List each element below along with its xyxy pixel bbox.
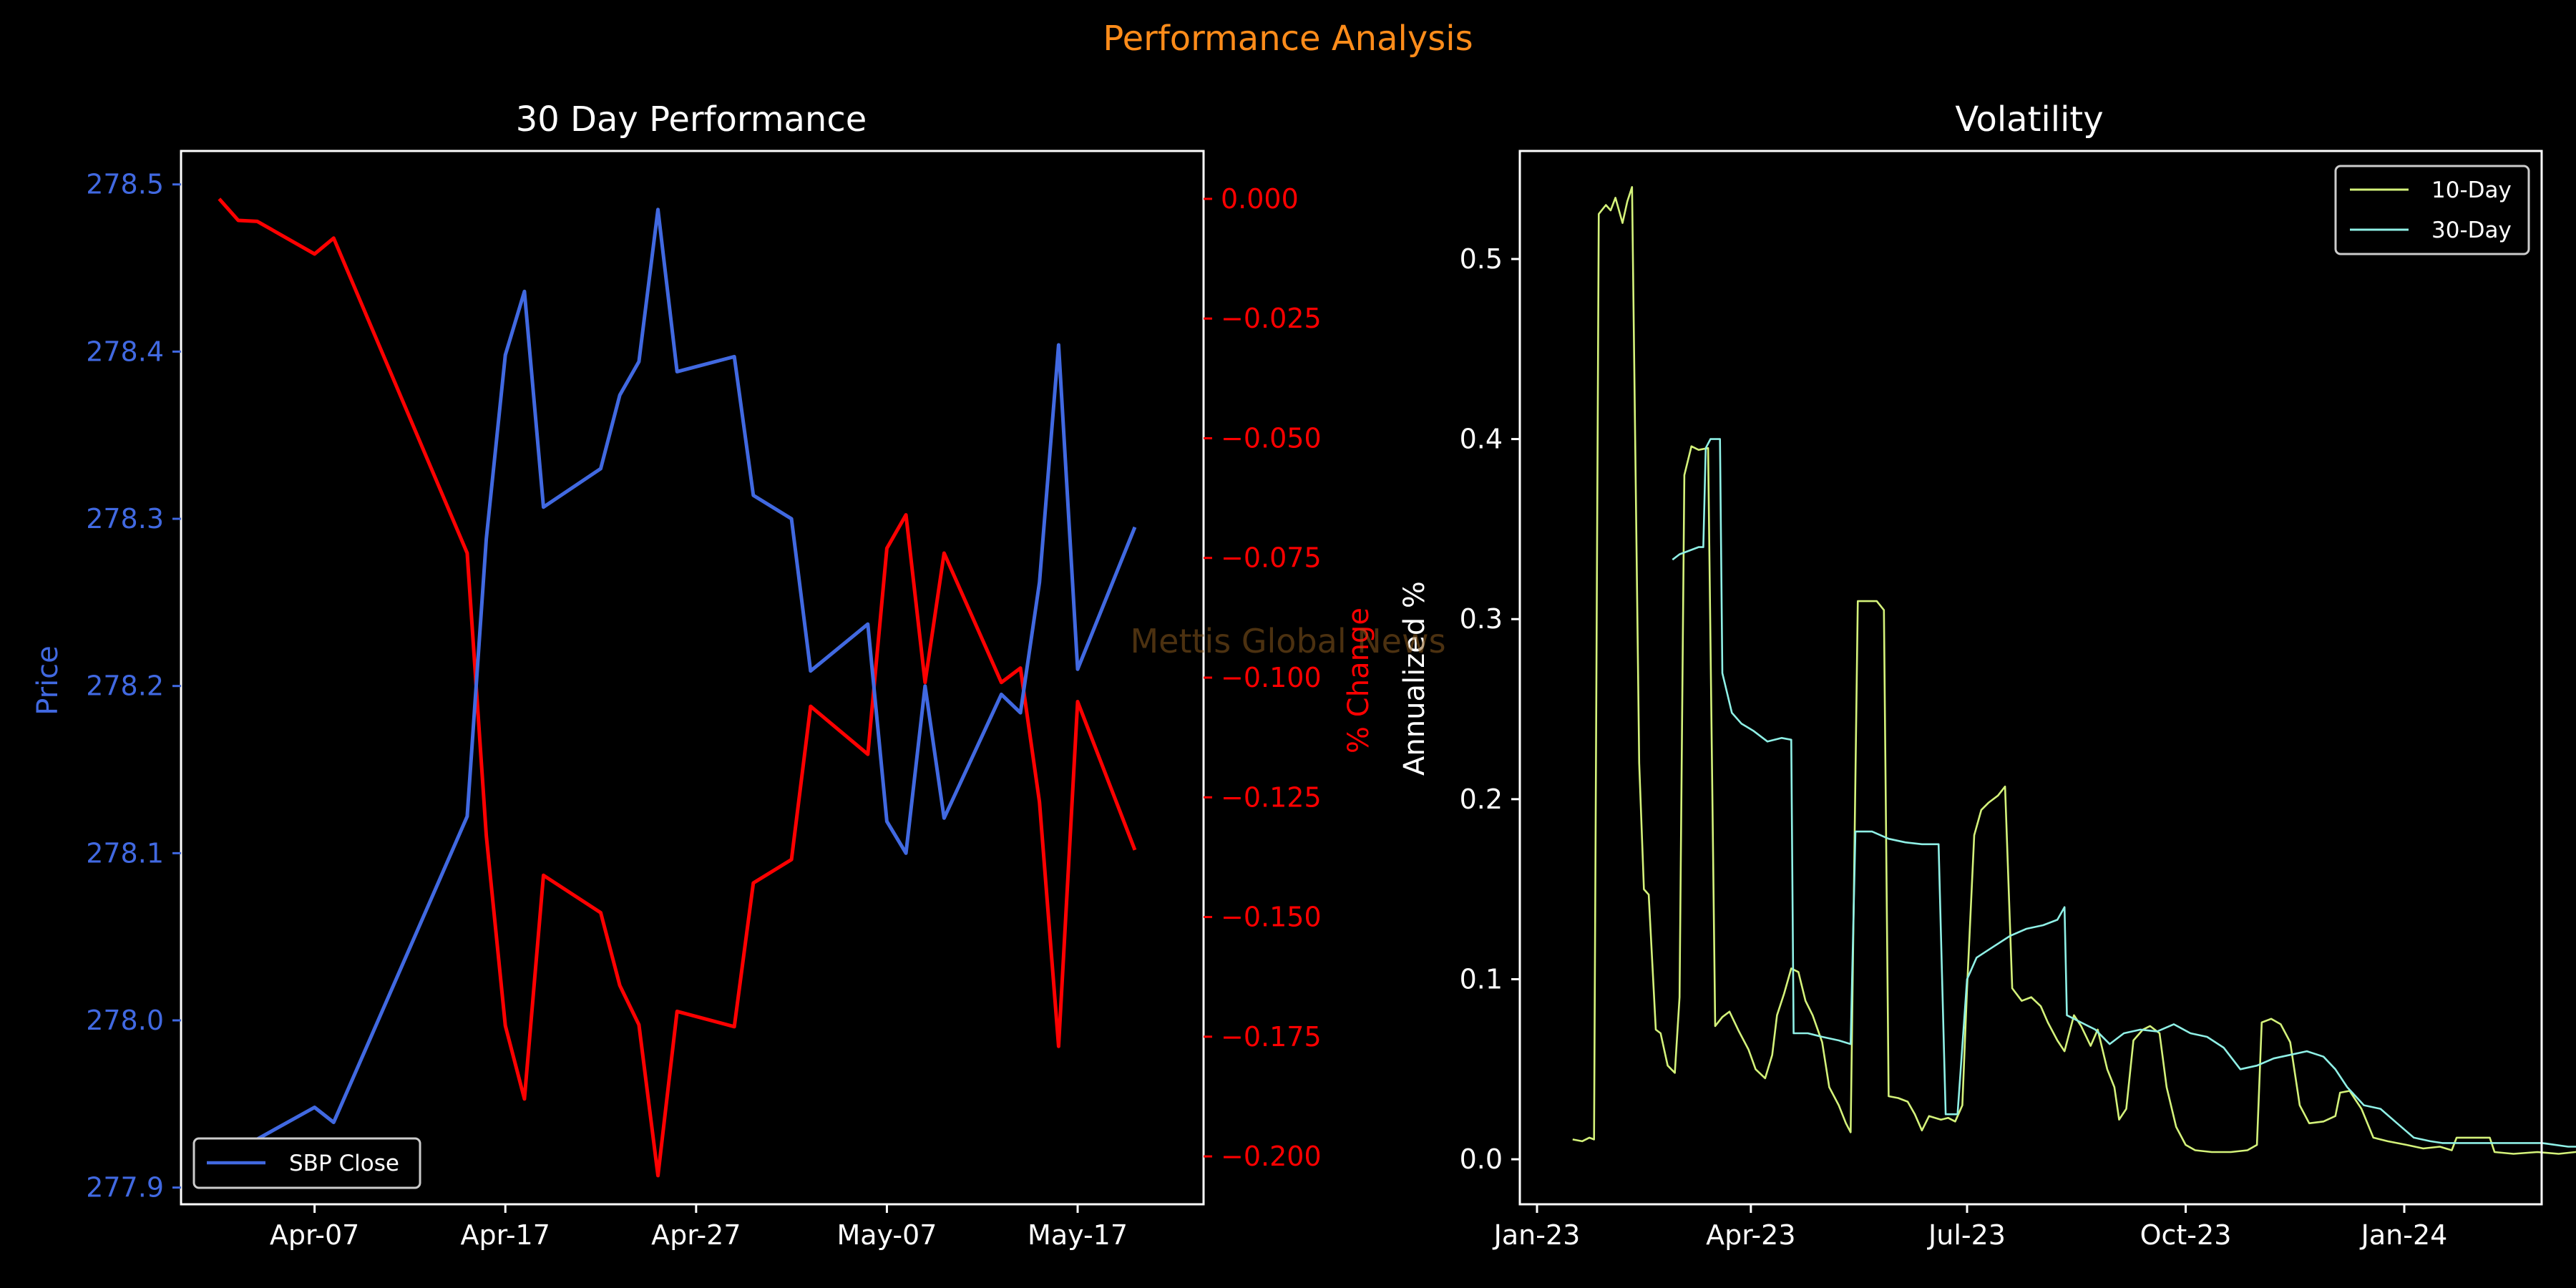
left-legend: SBP Close xyxy=(192,1137,421,1189)
price-tick-label: 277.9 xyxy=(86,1172,164,1204)
pct-tick-label: −0.150 xyxy=(1221,902,1322,933)
volatility-tick-label: 0.0 xyxy=(1460,1143,1503,1175)
pct-tick-label: −0.050 xyxy=(1221,422,1322,454)
left-panel: 30 Day Performance 277.9278.0278.1278.22… xyxy=(31,99,1375,1251)
legend-label-sbp-close: SBP Close xyxy=(289,1151,399,1176)
volatility-tick-label: 0.2 xyxy=(1460,784,1503,815)
volatility-tick-label: 0.5 xyxy=(1460,243,1503,275)
legend-label-10-day: 10-Day xyxy=(2431,177,2512,203)
volatility-series xyxy=(1572,185,2576,1155)
price-axis-label: Price xyxy=(31,645,64,716)
figure-suptitle: Performance Analysis xyxy=(1103,19,1473,59)
right-panel: Volatility 0.0 0.1 0.2 0.3 0.4 0.5 Jan-23 Apr-… xyxy=(1398,99,2576,1251)
volatility-tick-label: 0.4 xyxy=(1460,424,1503,455)
annualized-axis-label: Annualized % xyxy=(1398,581,1431,776)
30-day-volatility-line xyxy=(1672,438,2576,1148)
date-axis-ticks: Apr-07 Apr-17 Apr-27 May-07 May-17 xyxy=(270,1204,1128,1251)
price-tick-label: 278.4 xyxy=(86,336,164,367)
right-legend: 10-Day 30-Day xyxy=(2334,165,2530,255)
right-axes-frame xyxy=(1518,150,2543,1206)
date-tick-label: May-07 xyxy=(836,1219,937,1251)
pct-tick-label: −0.025 xyxy=(1221,303,1322,334)
price-tick-label: 278.1 xyxy=(86,837,164,869)
legend-label-30-day: 30-Day xyxy=(2431,218,2512,243)
pct-change-line xyxy=(218,197,1137,1178)
price-axis-ticks: 277.9 278.0 278.1 278.2 278.3 278.4 278.5 xyxy=(86,169,181,1204)
price-series xyxy=(218,208,1137,1169)
left-legend-box xyxy=(192,1137,421,1189)
left-chart-title: 30 Day Performance xyxy=(516,99,867,140)
pct-tick-label: 0.000 xyxy=(1221,183,1299,215)
volatility-tick-label: 0.3 xyxy=(1460,603,1503,635)
pct-change-series xyxy=(218,197,1137,1178)
pct-tick-label: −0.200 xyxy=(1221,1141,1322,1172)
pct-tick-label: −0.125 xyxy=(1221,781,1322,813)
pct-tick-label: −0.075 xyxy=(1221,542,1322,574)
month-tick-label: Jul-23 xyxy=(1927,1219,2006,1251)
date-tick-label: Apr-17 xyxy=(461,1219,550,1251)
date-tick-label: Apr-27 xyxy=(651,1219,741,1251)
10-day-volatility-line xyxy=(1572,185,2576,1155)
date-tick-label: Apr-07 xyxy=(270,1219,359,1251)
price-tick-label: 278.2 xyxy=(86,670,164,702)
pct-tick-label: −0.100 xyxy=(1221,662,1322,693)
month-tick-label: Apr-23 xyxy=(1706,1219,1795,1251)
pct-tick-label: −0.175 xyxy=(1221,1021,1322,1053)
month-tick-label: Jan-23 xyxy=(1493,1219,1581,1251)
volatility-axis-ticks: 0.0 0.1 0.2 0.3 0.4 0.5 xyxy=(1460,243,1520,1175)
date-tick-label: May-17 xyxy=(1028,1219,1128,1251)
pct-axis-ticks: 0.000 −0.025 −0.050 −0.075 −0.100 −0.125 −0.15… xyxy=(1204,183,1322,1172)
watermark: Mettis Global News xyxy=(1130,622,1445,660)
month-tick-label: Oct-23 xyxy=(2140,1219,2232,1251)
price-tick-label: 278.5 xyxy=(86,169,164,200)
right-chart-title: Volatility xyxy=(1955,99,2103,140)
pct-change-axis-label: % Change xyxy=(1342,608,1375,753)
right-legend-box xyxy=(2334,165,2530,255)
volatility-tick-label: 0.1 xyxy=(1460,963,1503,995)
month-tick-label: Jan-24 xyxy=(2360,1219,2448,1251)
sbp-close-line xyxy=(218,208,1137,1169)
price-tick-label: 278.0 xyxy=(86,1005,164,1036)
price-tick-label: 278.3 xyxy=(86,503,164,535)
